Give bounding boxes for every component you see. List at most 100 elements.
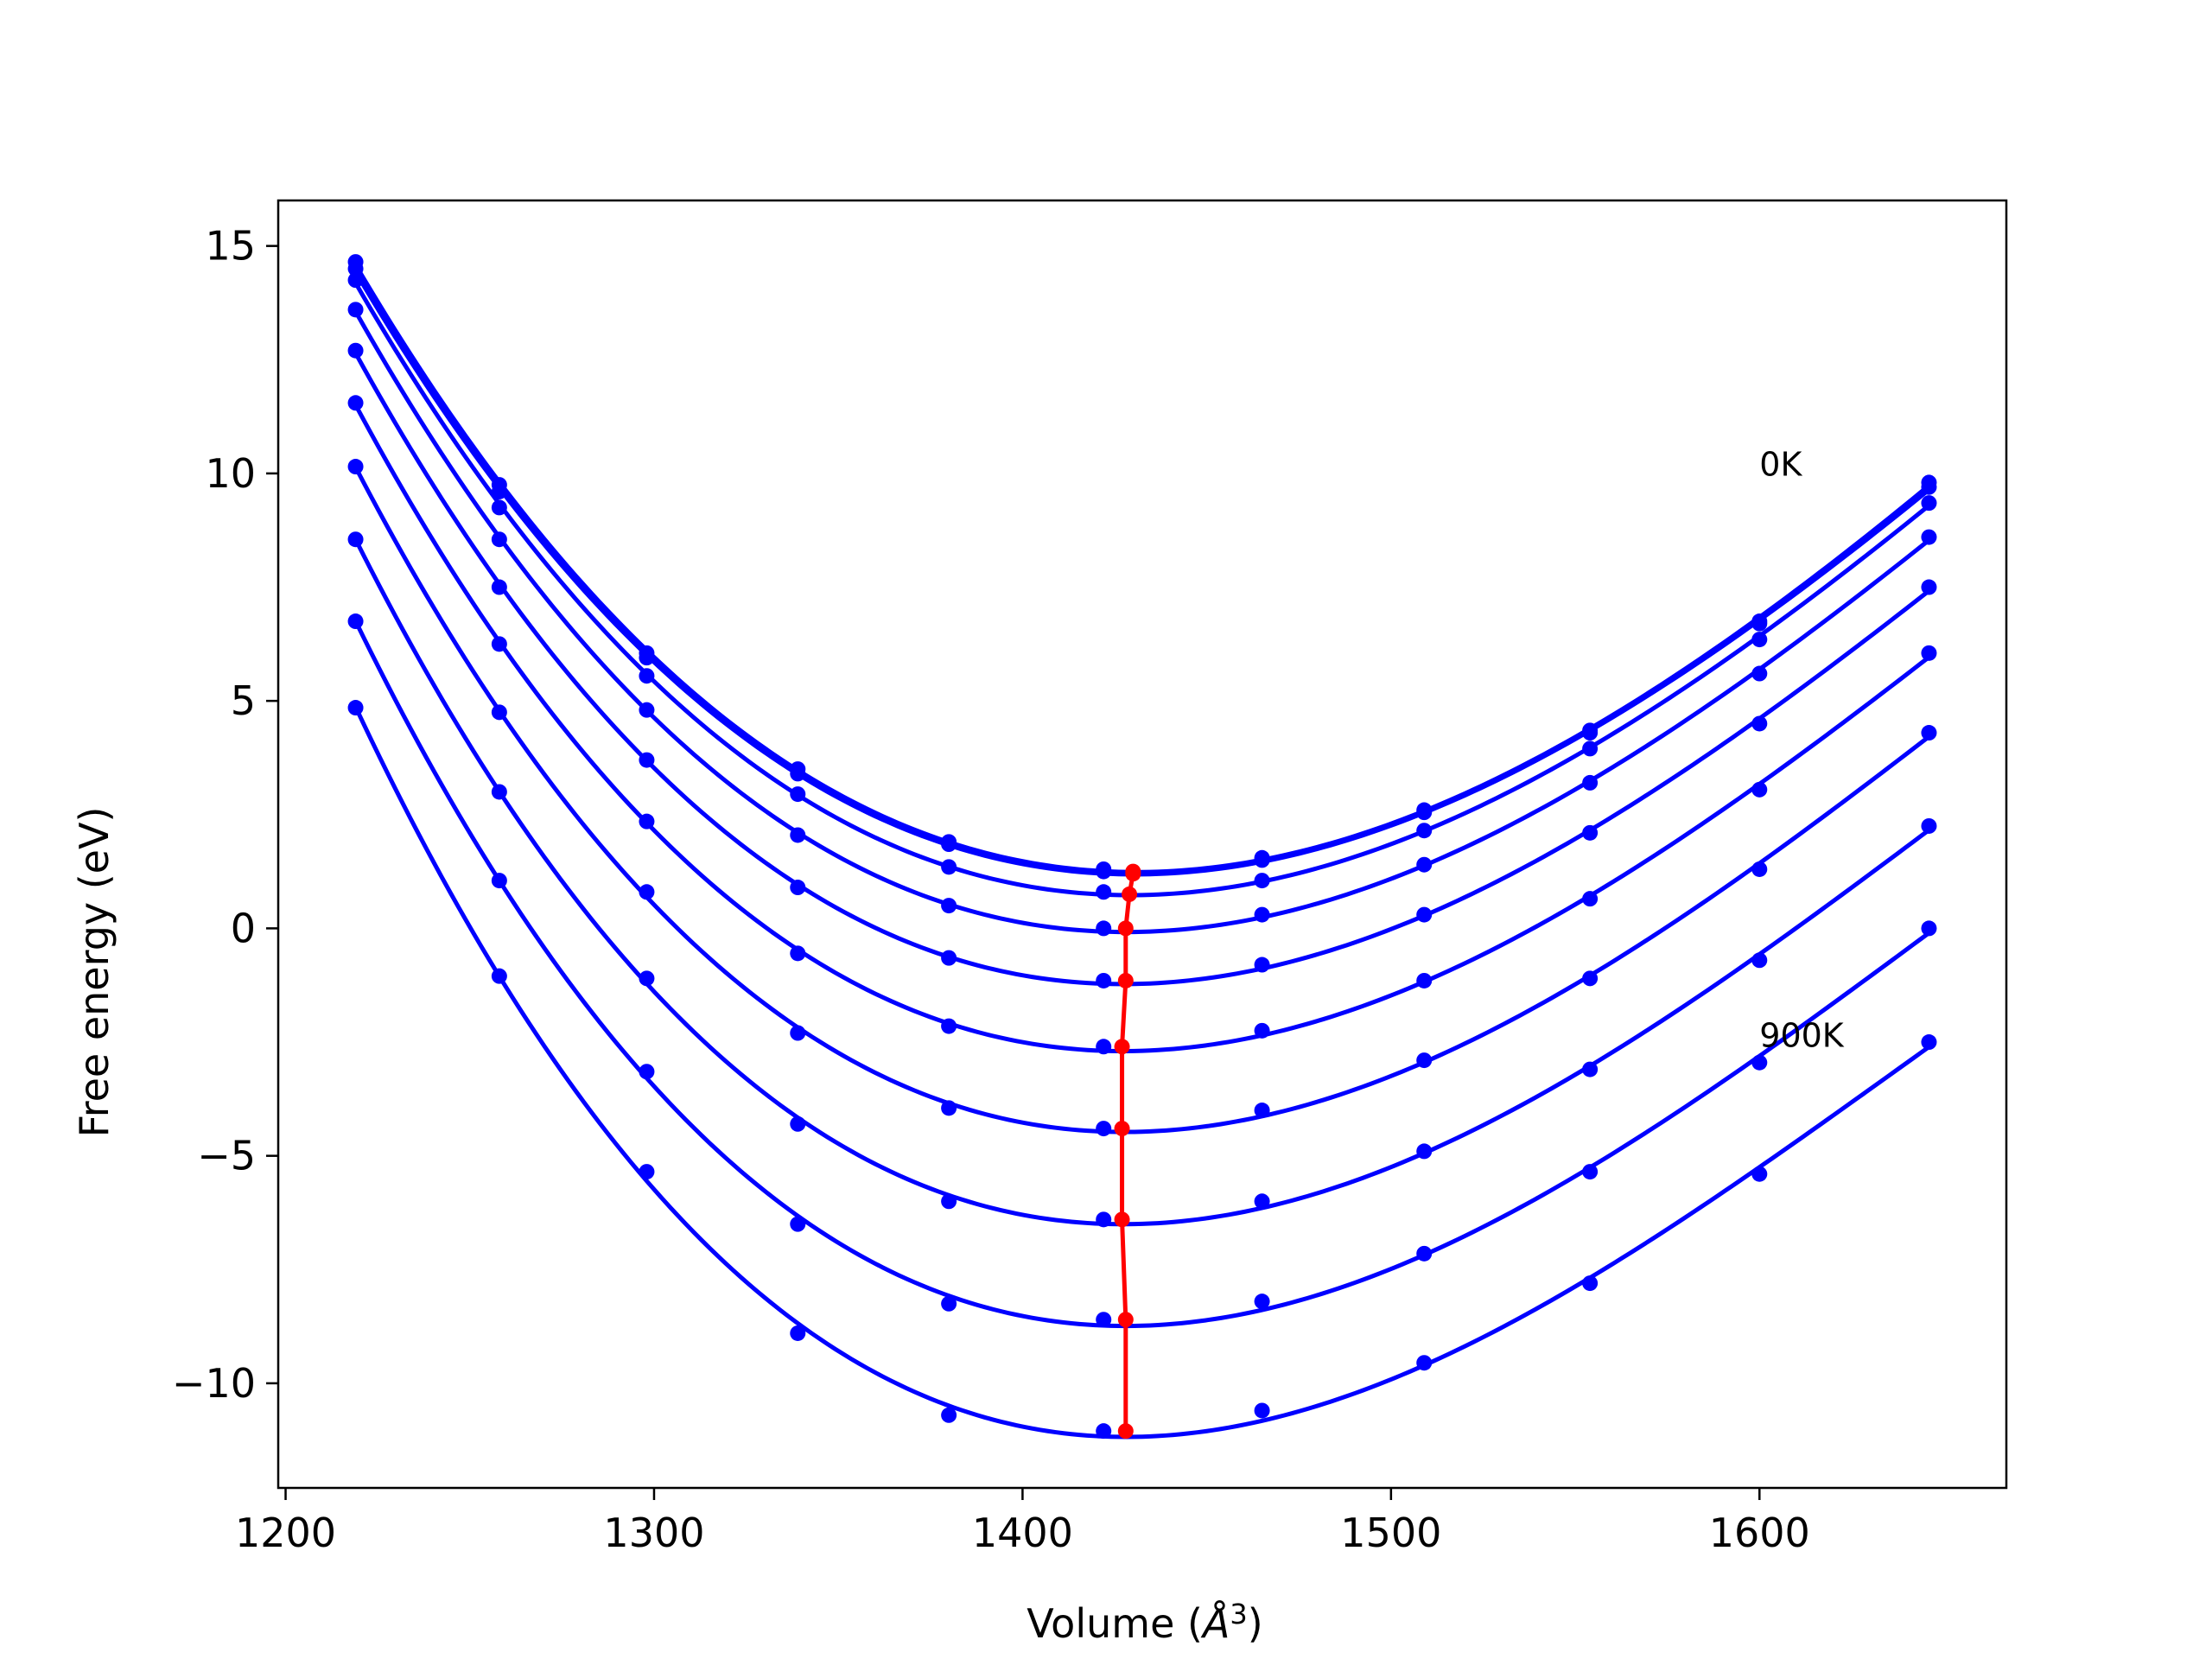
data-point bbox=[1416, 1143, 1433, 1160]
minimum-point bbox=[1114, 1211, 1130, 1228]
y-axis-title: Free energy (eV) bbox=[71, 807, 118, 1138]
series-curve bbox=[353, 466, 1930, 1135]
data-point bbox=[639, 668, 655, 684]
data-point bbox=[790, 1025, 806, 1041]
minima-line bbox=[1120, 871, 1135, 1432]
data-point bbox=[941, 859, 957, 875]
data-point bbox=[347, 459, 364, 475]
data-point bbox=[1751, 632, 1768, 648]
x-tick-label: 1600 bbox=[1709, 1510, 1810, 1556]
data-point bbox=[790, 827, 806, 843]
data-point bbox=[1254, 1103, 1270, 1119]
data-point bbox=[941, 950, 957, 966]
data-point bbox=[790, 880, 806, 896]
series-curve bbox=[353, 282, 1931, 898]
series-curve bbox=[353, 538, 1930, 1227]
minimum-point bbox=[1117, 920, 1134, 937]
data-point bbox=[790, 766, 806, 782]
y-tick-label: 0 bbox=[231, 905, 256, 951]
plot-frame bbox=[276, 199, 2008, 1490]
data-point bbox=[1751, 861, 1768, 877]
data-point bbox=[1096, 972, 1112, 988]
data-point bbox=[1751, 615, 1768, 632]
data-point bbox=[347, 272, 364, 289]
series-curve bbox=[353, 270, 1931, 877]
data-point bbox=[1921, 725, 1937, 741]
data-point bbox=[347, 395, 364, 411]
x-tick-label: 1300 bbox=[603, 1510, 704, 1556]
data-point bbox=[491, 499, 507, 516]
series-curve bbox=[353, 706, 1930, 1440]
data-point bbox=[347, 613, 364, 630]
points-layer bbox=[347, 254, 1937, 1440]
y-tick-label: 10 bbox=[205, 450, 256, 497]
data-point bbox=[347, 260, 364, 276]
data-point bbox=[1582, 970, 1599, 987]
data-point bbox=[1254, 1294, 1270, 1310]
data-point bbox=[1751, 1166, 1768, 1182]
data-point bbox=[941, 836, 957, 852]
data-point bbox=[1921, 645, 1937, 661]
temperature-label: 0K bbox=[1759, 446, 1802, 484]
data-point bbox=[1921, 479, 1937, 495]
data-point bbox=[1751, 781, 1768, 798]
data-point bbox=[1751, 952, 1768, 969]
data-point bbox=[1096, 884, 1112, 900]
data-point bbox=[1416, 823, 1433, 839]
series-curve bbox=[353, 352, 1930, 987]
y-tick-label: −10 bbox=[172, 1360, 256, 1407]
minima-layer bbox=[1114, 863, 1141, 1440]
series-curve bbox=[353, 310, 1931, 935]
x-axis-title: Volume (Å3) bbox=[1027, 1598, 1262, 1647]
data-point bbox=[790, 786, 806, 803]
data-point bbox=[639, 650, 655, 666]
series-curve bbox=[353, 620, 1930, 1329]
data-point bbox=[1582, 741, 1599, 757]
data-point bbox=[1254, 1402, 1270, 1419]
x-tick-label: 1400 bbox=[972, 1510, 1073, 1556]
data-point bbox=[941, 898, 957, 914]
data-point bbox=[790, 1116, 806, 1132]
data-point bbox=[941, 1100, 957, 1116]
data-point bbox=[941, 1018, 957, 1034]
minimum-point bbox=[1114, 1121, 1130, 1137]
data-point bbox=[347, 531, 364, 548]
data-point bbox=[347, 342, 364, 359]
x-tick-label: 1200 bbox=[235, 1510, 336, 1556]
data-point bbox=[1582, 891, 1599, 907]
minimum-point bbox=[1122, 886, 1138, 902]
data-point bbox=[639, 970, 655, 987]
data-point bbox=[1416, 972, 1433, 988]
data-point bbox=[639, 1164, 655, 1180]
series-curve bbox=[353, 404, 1930, 1053]
data-point bbox=[1254, 1022, 1270, 1039]
data-point bbox=[1921, 817, 1937, 834]
data-point bbox=[1254, 906, 1270, 923]
data-point bbox=[1096, 1211, 1112, 1228]
x-tick-label: 1500 bbox=[1340, 1510, 1441, 1556]
data-point bbox=[790, 945, 806, 962]
data-point bbox=[790, 1216, 806, 1232]
data-point bbox=[491, 531, 507, 548]
data-point bbox=[639, 1064, 655, 1080]
data-point bbox=[1096, 1121, 1112, 1137]
data-point bbox=[639, 813, 655, 830]
data-point bbox=[1096, 1039, 1112, 1055]
data-point bbox=[1582, 774, 1599, 791]
minimum-point bbox=[1125, 866, 1141, 882]
data-point bbox=[790, 1325, 806, 1341]
minimum-point bbox=[1117, 972, 1134, 988]
data-point bbox=[941, 1407, 957, 1423]
data-point bbox=[1096, 1312, 1112, 1328]
minimum-point bbox=[1114, 1039, 1130, 1055]
data-point bbox=[1751, 1054, 1768, 1071]
data-point bbox=[1254, 1193, 1270, 1210]
data-point bbox=[1582, 1164, 1599, 1180]
data-point bbox=[1582, 824, 1599, 841]
data-point bbox=[941, 1295, 957, 1312]
data-point bbox=[639, 702, 655, 718]
data-point bbox=[1921, 495, 1937, 512]
data-point bbox=[491, 483, 507, 499]
